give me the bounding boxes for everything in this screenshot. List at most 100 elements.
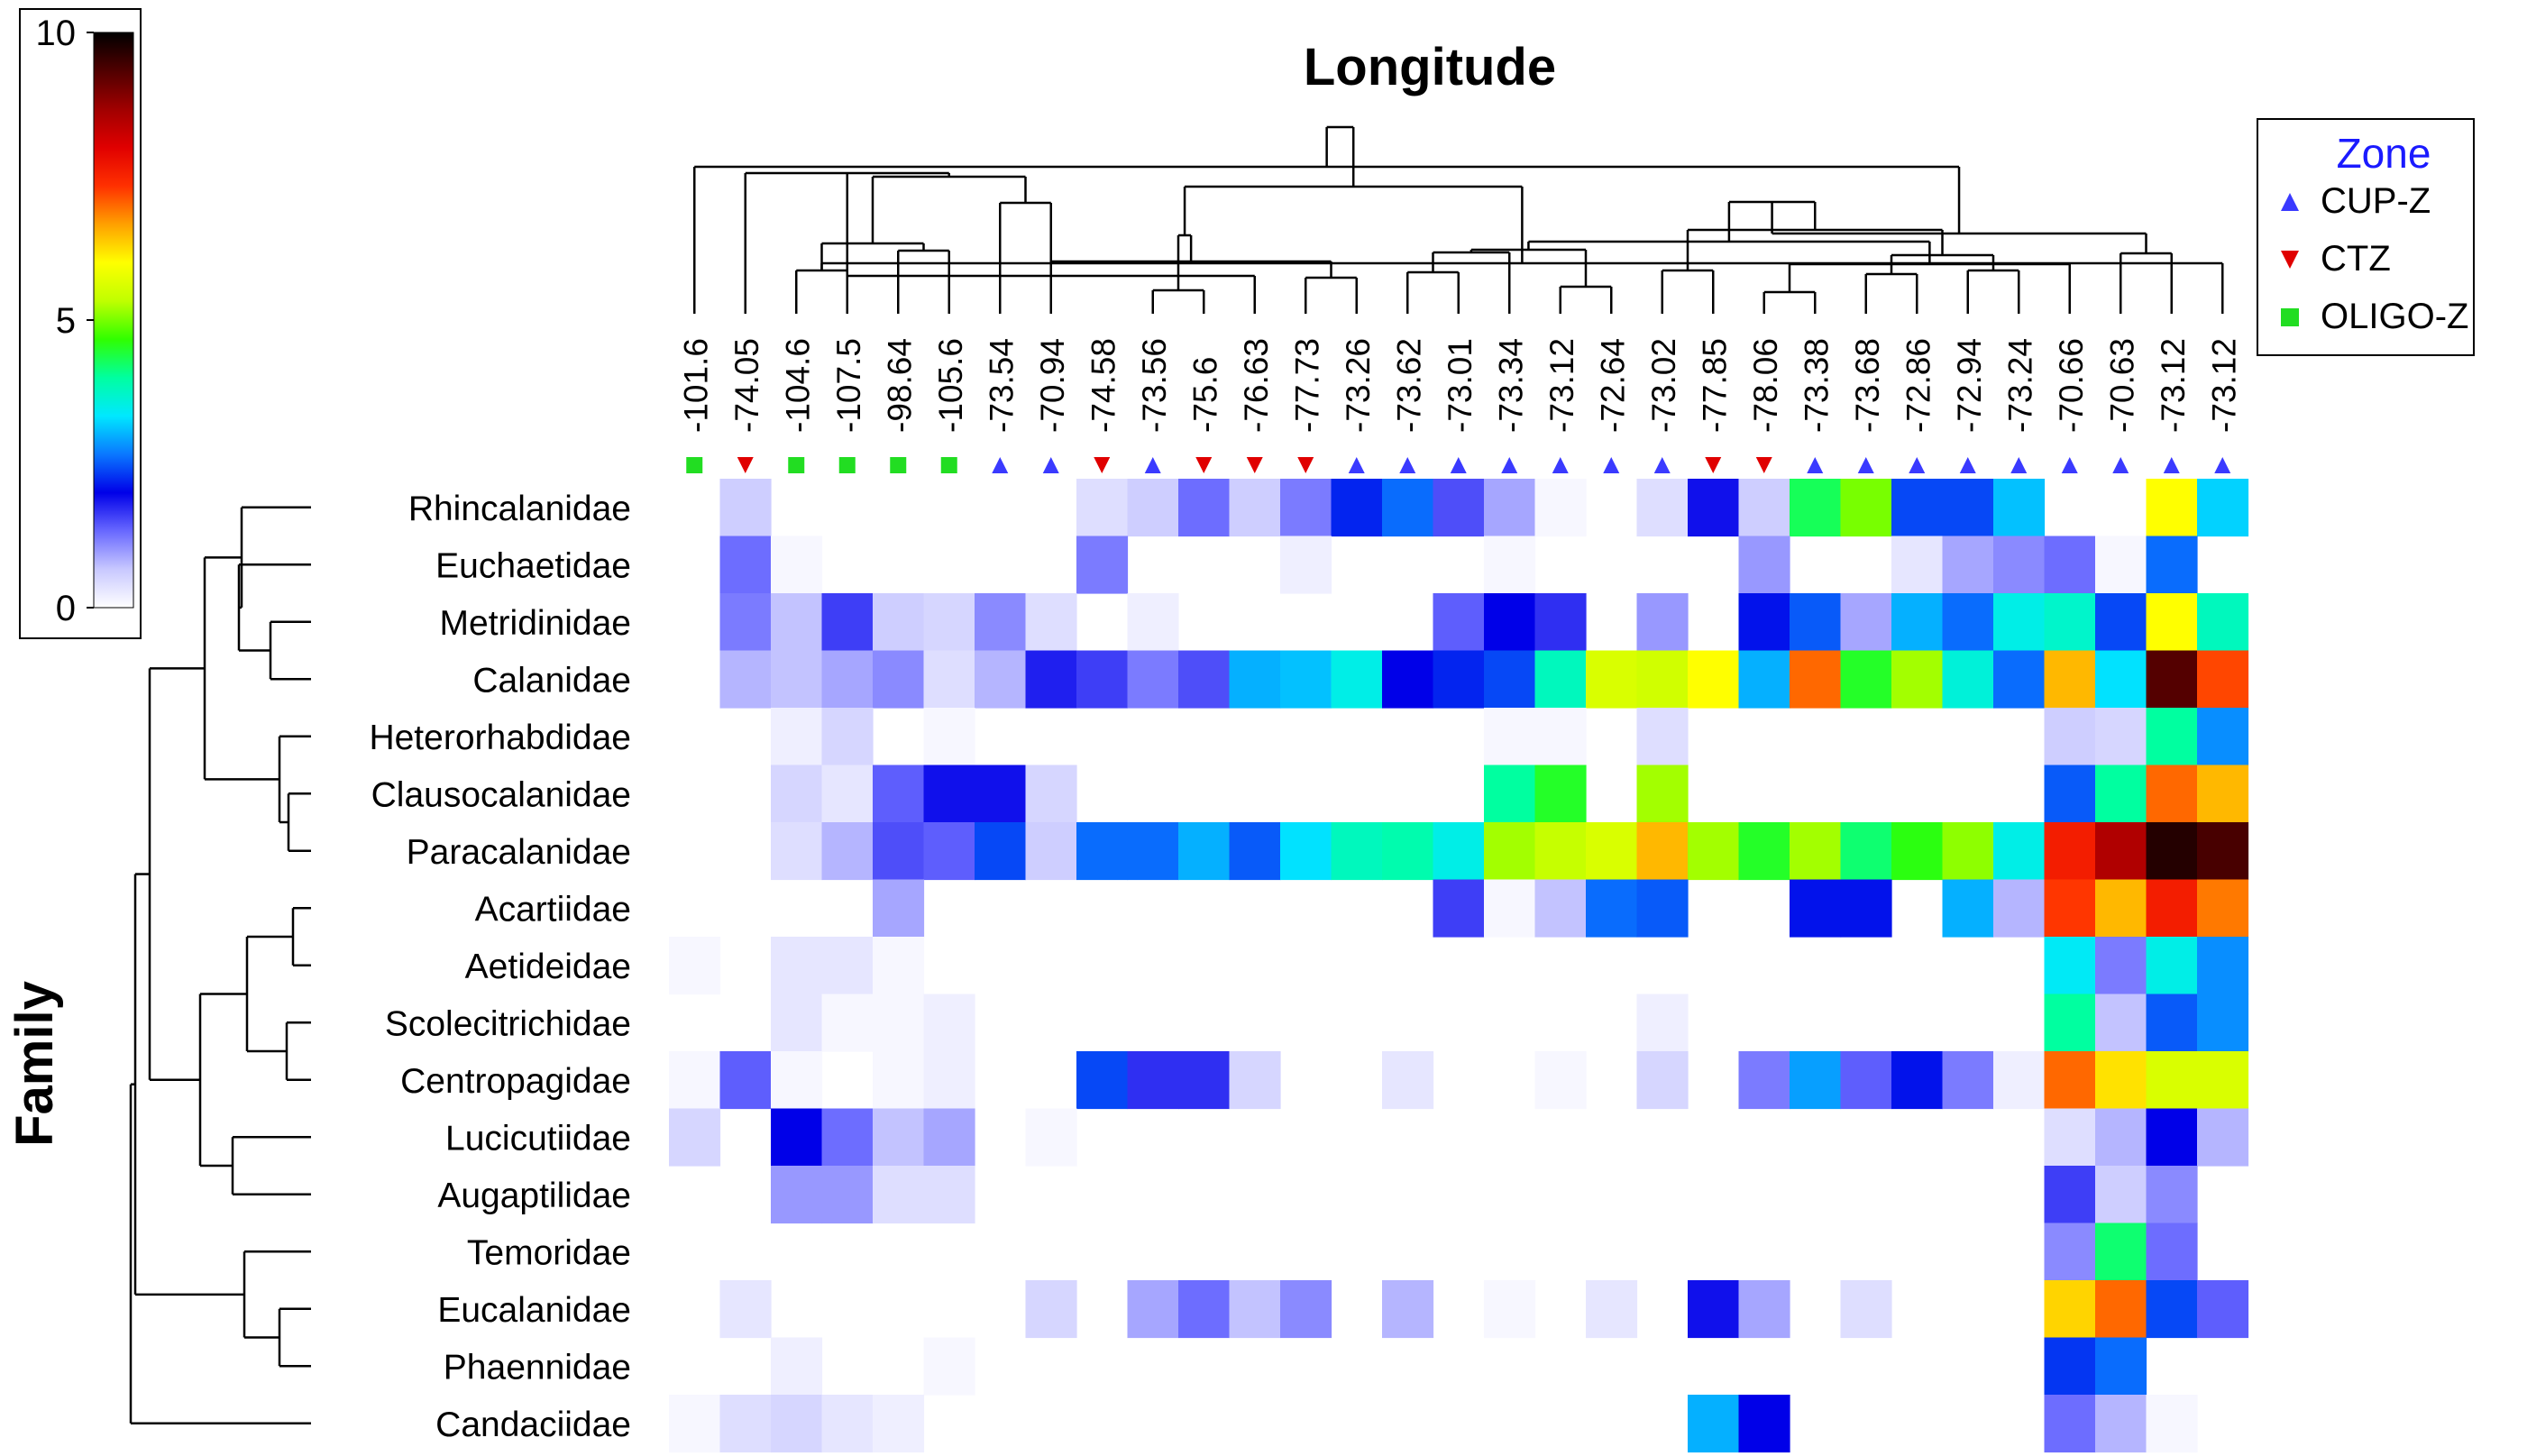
- zone-marker-triangle-up: [992, 457, 1009, 473]
- heatmap-cell: [1076, 479, 1129, 537]
- heatmap-cell: [1229, 1051, 1281, 1110]
- heatmap-cell: [975, 650, 1027, 709]
- column-label: -70.94: [1034, 338, 1071, 433]
- heatmap-cell: [2095, 1337, 2147, 1396]
- heatmap-cell: [1025, 1280, 1077, 1339]
- heatmap-cell: [1484, 650, 1536, 709]
- heatmap-cell: [873, 593, 925, 652]
- heatmap-cell: [1790, 479, 1842, 537]
- heatmap-cell: [1484, 593, 1536, 652]
- heatmap-cell: [1382, 650, 1434, 709]
- heatmap-cell: [2146, 650, 2198, 709]
- heatmap-cell: [923, 994, 975, 1052]
- heatmap-cell: [873, 994, 925, 1052]
- column-label: -105.6: [932, 338, 969, 433]
- heatmap-cell: [2044, 879, 2096, 938]
- row-label: Temoridae: [467, 1233, 631, 1272]
- zone-marker-triangle-up: [1909, 457, 1926, 473]
- heatmap-cell: [1076, 536, 1129, 594]
- colorbar-ticks: 0 5 10: [36, 14, 94, 628]
- heatmap-cell: [719, 650, 772, 709]
- column-zone-markers: [686, 457, 2231, 473]
- column-label: -73.56: [1136, 338, 1173, 433]
- heatmap-cell: [2146, 536, 2198, 594]
- heatmap-cell: [1942, 479, 1994, 537]
- heatmap-cell: [1433, 879, 1485, 938]
- heatmap-cell: [873, 1395, 925, 1453]
- heatmap-cell: [1076, 1051, 1129, 1110]
- heatmap-cell: [2095, 879, 2147, 938]
- heatmap-cell: [1229, 650, 1281, 709]
- row-label: Centropagidae: [400, 1062, 631, 1101]
- heatmap-cell: [1840, 822, 1892, 881]
- heatmap-cell: [2044, 1108, 2096, 1167]
- column-label: -77.85: [1696, 338, 1733, 433]
- colorbar-tick-label: 5: [56, 301, 76, 341]
- heatmap-cell: [1025, 593, 1077, 652]
- heatmap-cell: [821, 1166, 874, 1224]
- heatmap-cell: [2146, 879, 2198, 938]
- heatmap-cell: [2044, 1166, 2096, 1224]
- row-label: Paracalanidae: [407, 833, 631, 872]
- heatmap-cell: [1534, 708, 1587, 766]
- heatmap-cell: [1636, 1051, 1689, 1110]
- heatmap-cell: [1840, 1280, 1892, 1339]
- heatmap-cells: [669, 479, 2249, 1453]
- column-label: -74.05: [728, 338, 765, 433]
- heatmap-cell: [1586, 879, 1638, 938]
- row-label: Calanidae: [472, 661, 631, 700]
- row-label: Scolecitrichidae: [385, 1004, 631, 1043]
- heatmap-cell: [1127, 593, 1179, 652]
- zone-marker-triangle-up: [1042, 457, 1059, 473]
- heatmap-cell: [771, 994, 823, 1052]
- heatmap-cell: [771, 1051, 823, 1110]
- heatmap-cell: [1178, 650, 1231, 709]
- zone-marker-triangle-down: [1705, 457, 1722, 473]
- zone-marker-triangle-up: [1450, 457, 1467, 473]
- row-label: Lucicutiidae: [445, 1119, 631, 1158]
- heatmap-cell: [2146, 479, 2198, 537]
- heatmap-cell: [1534, 479, 1587, 537]
- heatmap-cell: [1280, 536, 1332, 594]
- heatmap-cell: [1636, 650, 1689, 709]
- heatmap-cell: [1993, 593, 2046, 652]
- colorbar-scale: [93, 32, 134, 609]
- row-label: Aetideidae: [465, 948, 631, 986]
- column-labels: -101.6 -74.05 -104.6 -107.5 -98.64 -105.6 -73.…: [677, 338, 2242, 433]
- heatmap-cell: [1229, 1280, 1281, 1339]
- heatmap-cell: [669, 1051, 721, 1110]
- heatmap-cell: [771, 593, 823, 652]
- column-label: -77.73: [1288, 338, 1325, 433]
- column-label: -73.02: [1645, 338, 1682, 433]
- heatmap-cell: [2146, 822, 2198, 881]
- heatmap-cell: [2044, 1222, 2096, 1281]
- heatmap-cell: [1688, 822, 1740, 881]
- zone-marker-triangle-up: [2281, 193, 2299, 211]
- column-label: -73.34: [1492, 338, 1529, 433]
- heatmap-cell: [2044, 765, 2096, 823]
- heatmap-cell: [821, 1108, 874, 1167]
- heatmap-cell: [771, 650, 823, 709]
- heatmap-cell: [873, 937, 925, 995]
- heatmap-cell: [1382, 1280, 1434, 1339]
- heatmap-cell: [923, 1051, 975, 1110]
- zone-marker-triangle-up: [2061, 457, 2078, 473]
- heatmap-cell: [2095, 536, 2147, 594]
- heatmap-cell: [2146, 593, 2198, 652]
- heatmap-cell: [1484, 479, 1536, 537]
- heatmap-cell: [2197, 879, 2249, 938]
- heatmap-cell: [923, 1166, 975, 1224]
- zone-marker-triangle-up: [1959, 457, 1976, 473]
- heatmap-cell: [1891, 479, 1944, 537]
- heatmap-cell: [2044, 1395, 2096, 1453]
- heatmap-cell: [1790, 593, 1842, 652]
- column-label: -78.06: [1747, 338, 1784, 433]
- heatmap-cell: [821, 937, 874, 995]
- heatmap-cell: [771, 708, 823, 766]
- zone-marker-triangle-down: [1094, 457, 1111, 473]
- heatmap-cell: [2197, 1280, 2249, 1339]
- zone-legend: Zone CUP-Z CTZ OLIGO-Z: [2257, 118, 2475, 356]
- heatmap-cell: [1942, 879, 1994, 938]
- heatmap-cell: [771, 1395, 823, 1453]
- heatmap-cell: [2146, 937, 2198, 995]
